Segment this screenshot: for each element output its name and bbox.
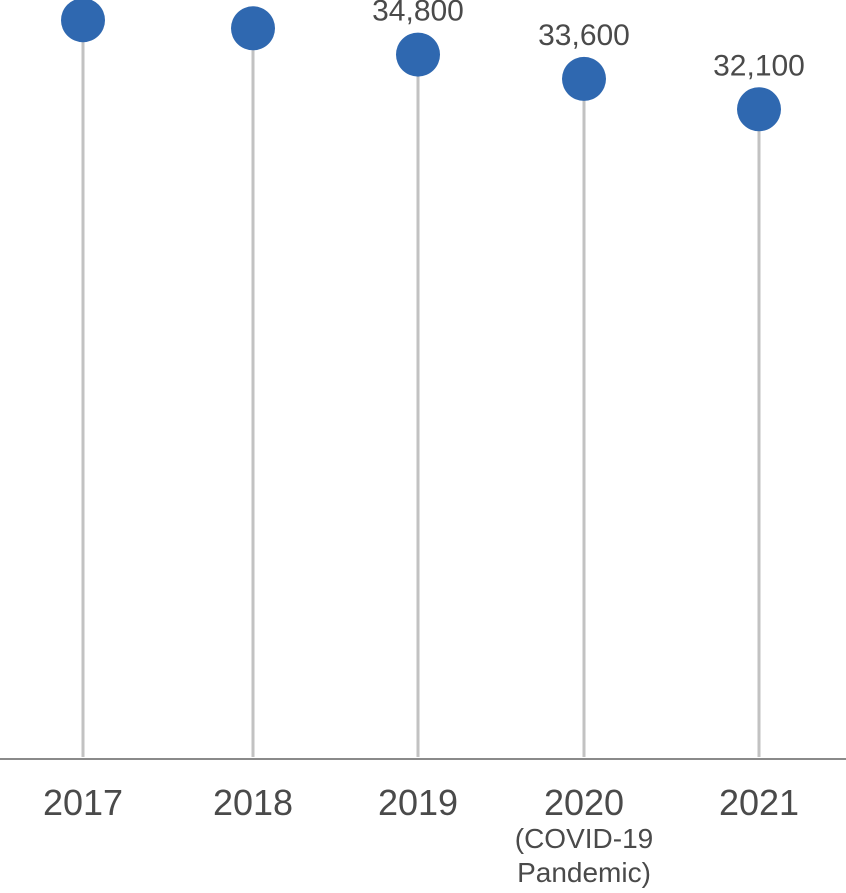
x-tick-note-2020-line-1: (COVID-19 [515, 823, 653, 854]
data-point-2019 [396, 32, 440, 77]
x-tick-label-2021: 2021 [719, 782, 799, 823]
data-point-2021 [737, 87, 781, 132]
data-point-2017 [61, 0, 105, 43]
data-point-2018 [231, 6, 275, 51]
x-tick-note-2020-line-2: Pandemic) [517, 857, 651, 888]
value-label-2018: 36,100 [207, 0, 299, 1]
x-tick-label-2020: 2020 [544, 782, 624, 823]
x-tick-label-2017: 2017 [43, 782, 123, 823]
x-tick-label-2019: 2019 [378, 782, 458, 823]
value-label-2019: 34,800 [372, 0, 464, 28]
value-label-2021: 32,100 [713, 49, 805, 82]
data-point-2020 [562, 56, 606, 101]
value-label-2020: 33,600 [538, 19, 630, 52]
x-tick-label-2018: 2018 [213, 782, 293, 823]
dots-layer [61, 0, 781, 132]
stems-layer [81, 20, 761, 757]
